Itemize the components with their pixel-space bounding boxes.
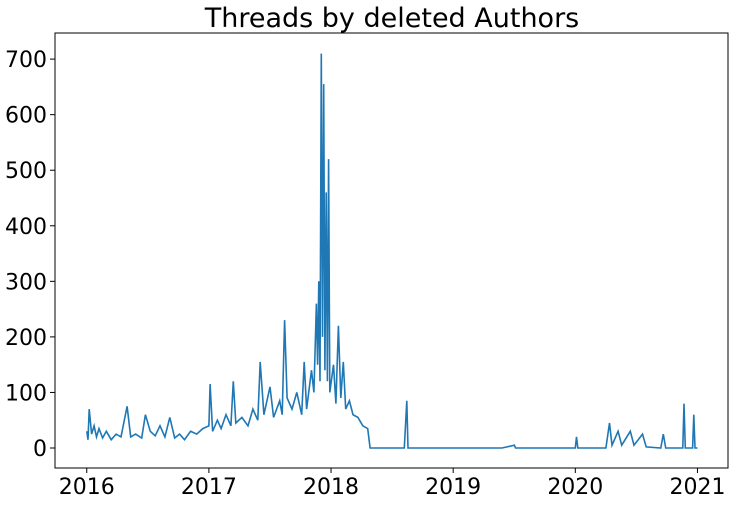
y-tick-label: 400 [5,215,47,240]
x-tick-label: 2018 [303,475,359,500]
x-tick-label: 2019 [425,475,481,500]
x-tick-label: 2020 [547,475,603,500]
y-tick-label: 500 [5,159,47,184]
y-tick-label: 100 [5,381,47,406]
y-tick-label: 700 [5,48,47,73]
x-tick-label: 2021 [669,475,725,500]
y-tick-label: 300 [5,270,47,295]
y-tick-label: 200 [5,326,47,351]
x-tick-label: 2016 [59,475,115,500]
y-tick-label: 0 [33,437,47,462]
data-line [86,53,698,449]
plot-frame [54,32,729,469]
y-tick-label: 600 [5,104,47,129]
chart-title: Threads by deleted Authors [204,3,580,34]
x-tick-label: 2017 [181,475,237,500]
